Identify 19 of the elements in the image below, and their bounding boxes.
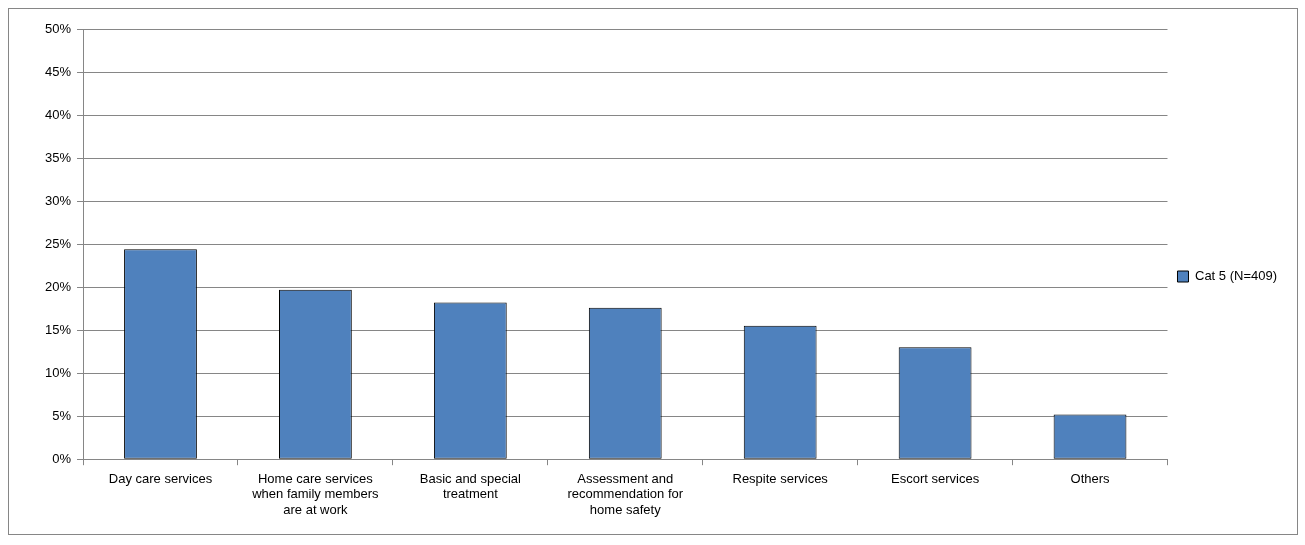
y-tick-label: 35%: [44, 149, 72, 165]
x-tick-label: Escort services: [891, 470, 980, 486]
y-tick-label: 0%: [52, 450, 72, 466]
x-tick-label: Respite services: [732, 470, 829, 486]
legend-label: Cat 5 (N=409): [1194, 268, 1277, 284]
y-tick-label: 10%: [44, 364, 72, 380]
x-tick-label: Day care services: [108, 470, 213, 486]
y-tick-label: 5%: [52, 407, 72, 423]
y-tick-label: 45%: [44, 63, 72, 79]
x-tick-label: Assessment and recommendation for home safety: [567, 470, 684, 517]
y-tick-label: 20%: [44, 278, 72, 294]
x-tick-label: Home care services when family members are at work: [251, 470, 380, 517]
y-tick-label: 30%: [44, 192, 72, 208]
y-tick-label: 40%: [44, 106, 72, 122]
y-tick-label: 25%: [44, 235, 72, 251]
y-tick-label: 15%: [44, 321, 72, 337]
x-tick-label: Others: [1070, 470, 1111, 486]
x-tick-label: Basic and special treatment: [419, 470, 522, 502]
y-tick-label: 50%: [44, 20, 72, 36]
